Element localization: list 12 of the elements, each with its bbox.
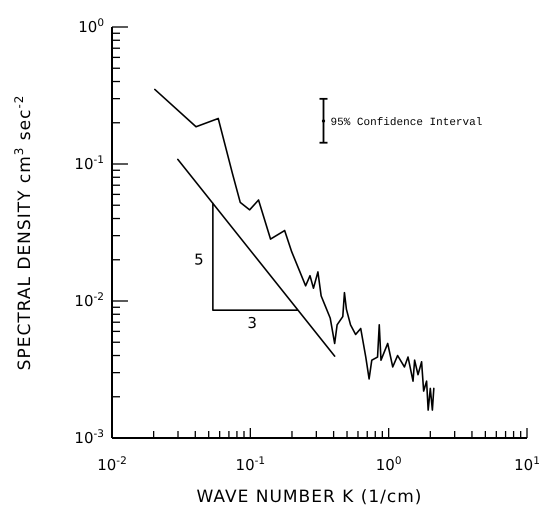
y-tick-label: 10$^{0}$	[78, 17, 104, 36]
y-tick-label: 10$^{-1}$	[74, 154, 104, 173]
y-tick-label: 10$^{-3}$	[74, 428, 104, 447]
x-axis-title: WAVE NUMBER K (1/cm)	[196, 487, 422, 507]
annotation: 5	[194, 250, 204, 269]
x-tick-label: 10$^{-1}$	[236, 455, 266, 474]
series-label: 95% Confidence Interval	[330, 117, 482, 129]
annotation: 3	[247, 314, 257, 332]
x-tick-label: 10$^{-2}$	[97, 455, 127, 474]
x-tick-label: 10$^{0}$	[376, 455, 402, 474]
y-tick-label: 10$^{-2}$	[74, 291, 104, 310]
x-tick-label: 10$^{1}$	[514, 455, 540, 474]
